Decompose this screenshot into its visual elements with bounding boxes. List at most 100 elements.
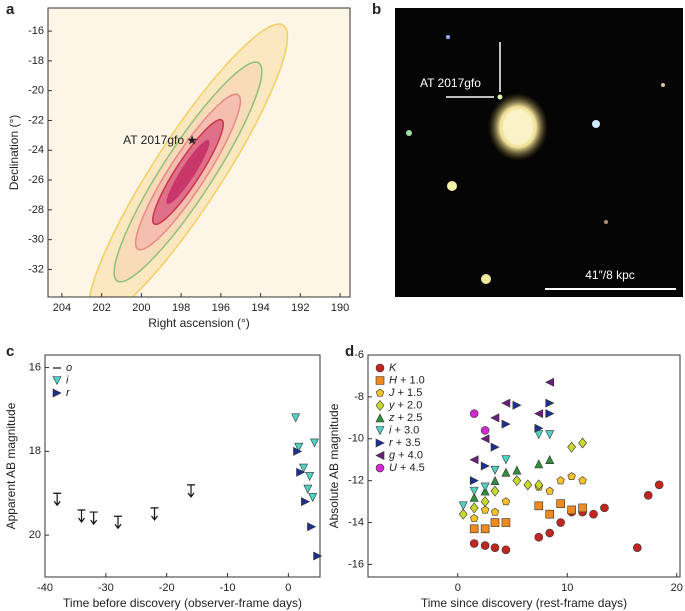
marker — [501, 518, 511, 527]
marker — [308, 493, 318, 503]
y-axis-label: Declination (°) — [7, 115, 21, 191]
x-tick-label: -20 — [159, 582, 175, 594]
marker — [469, 409, 479, 418]
marker — [534, 423, 544, 433]
y-tick-label: -18 — [28, 55, 44, 67]
y-tick-label: -14 — [348, 516, 364, 528]
marker — [313, 551, 323, 561]
marker — [501, 455, 511, 465]
marker — [490, 442, 500, 452]
legend-label: H + 1.0 — [389, 374, 425, 386]
legend-label: r — [66, 387, 71, 399]
y-tick-label: -12 — [348, 475, 364, 487]
x-tick-label: 194 — [251, 302, 269, 314]
panel-label: c — [6, 343, 14, 360]
x-tick-label: 10 — [561, 582, 573, 594]
legend-swatch — [375, 400, 385, 411]
legend-label: g + 4.0 — [389, 449, 423, 461]
marker — [303, 484, 313, 494]
skymap-contours — [48, 8, 350, 297]
marker — [545, 486, 554, 495]
image-panel: AT 2017gfo 41″/8 kpc — [395, 8, 683, 297]
marker — [534, 501, 544, 511]
x-tick-label: 0 — [455, 582, 461, 594]
marker — [299, 463, 309, 473]
y-tick-label: -30 — [28, 234, 44, 246]
marker — [293, 446, 303, 456]
x-tick-label: 196 — [212, 302, 230, 314]
marker — [470, 513, 479, 522]
marker — [556, 476, 565, 485]
marker — [600, 503, 609, 513]
legend-swatch — [375, 388, 385, 397]
marker — [480, 482, 490, 492]
legend-label: U + 4.5 — [389, 462, 425, 474]
marker — [291, 413, 301, 423]
legend-swatch — [375, 413, 385, 423]
marker — [512, 400, 522, 410]
marker — [545, 509, 555, 519]
x-tick-label: -30 — [98, 582, 114, 594]
marker — [490, 465, 500, 475]
marker — [305, 472, 315, 482]
marker — [490, 543, 500, 552]
marker — [480, 541, 490, 550]
marker — [480, 505, 490, 514]
x-tick-label: 204 — [53, 302, 71, 314]
y-tick-label: -6 — [354, 349, 364, 361]
marker — [567, 441, 577, 453]
marker — [567, 472, 576, 481]
legend-label: J + 1.5 — [388, 387, 422, 399]
marker — [545, 430, 555, 440]
marker — [490, 507, 500, 516]
marker — [545, 528, 555, 538]
x-tick-label: 198 — [172, 302, 190, 314]
marker — [458, 508, 468, 520]
y-tick-label: -22 — [28, 114, 44, 126]
plot-frame — [44, 354, 321, 578]
legend-swatch — [375, 438, 385, 448]
marker — [556, 499, 565, 508]
marker — [523, 479, 533, 491]
marker — [534, 409, 544, 419]
plot-frame — [47, 7, 351, 298]
marker — [534, 459, 544, 469]
x-axis-label: Time before discovery (observer-frame da… — [63, 596, 302, 610]
marker — [501, 398, 511, 408]
scale-bar-label: 41″/8 kpc — [585, 268, 635, 282]
upper-limit — [150, 507, 159, 521]
legend-swatch — [375, 363, 385, 373]
x-tick-label: 200 — [132, 302, 150, 314]
y-axis-label: Apparent AB magnitude — [4, 402, 18, 529]
legend-swatch — [52, 388, 62, 398]
panel-label: b — [372, 1, 381, 18]
upper-limit — [53, 492, 62, 507]
upper-limit — [187, 484, 196, 498]
marker — [545, 455, 555, 465]
legend-swatch — [375, 451, 385, 460]
marker — [296, 467, 306, 477]
marker — [490, 413, 500, 423]
legend-label: K — [389, 362, 397, 374]
marker — [501, 467, 511, 477]
marker — [501, 497, 511, 506]
y-tick-label: -16 — [28, 25, 44, 37]
marker — [307, 522, 317, 532]
y-tick-label: -32 — [28, 263, 44, 275]
annotation: AT 2017gfo — [420, 76, 481, 90]
marker — [490, 485, 500, 497]
marker — [512, 475, 522, 487]
legend-label: r + 3.5 — [389, 437, 421, 449]
marker — [469, 539, 479, 548]
legend-label: z + 2.5 — [388, 412, 422, 424]
x-tick-label: 190 — [331, 302, 349, 314]
marker — [480, 426, 490, 435]
upper-limit — [89, 511, 98, 526]
marker — [480, 434, 490, 444]
marker — [469, 502, 479, 514]
marker — [545, 377, 555, 387]
marker — [633, 543, 642, 552]
legend-label: i — [66, 374, 69, 386]
legend-swatch — [375, 376, 385, 385]
